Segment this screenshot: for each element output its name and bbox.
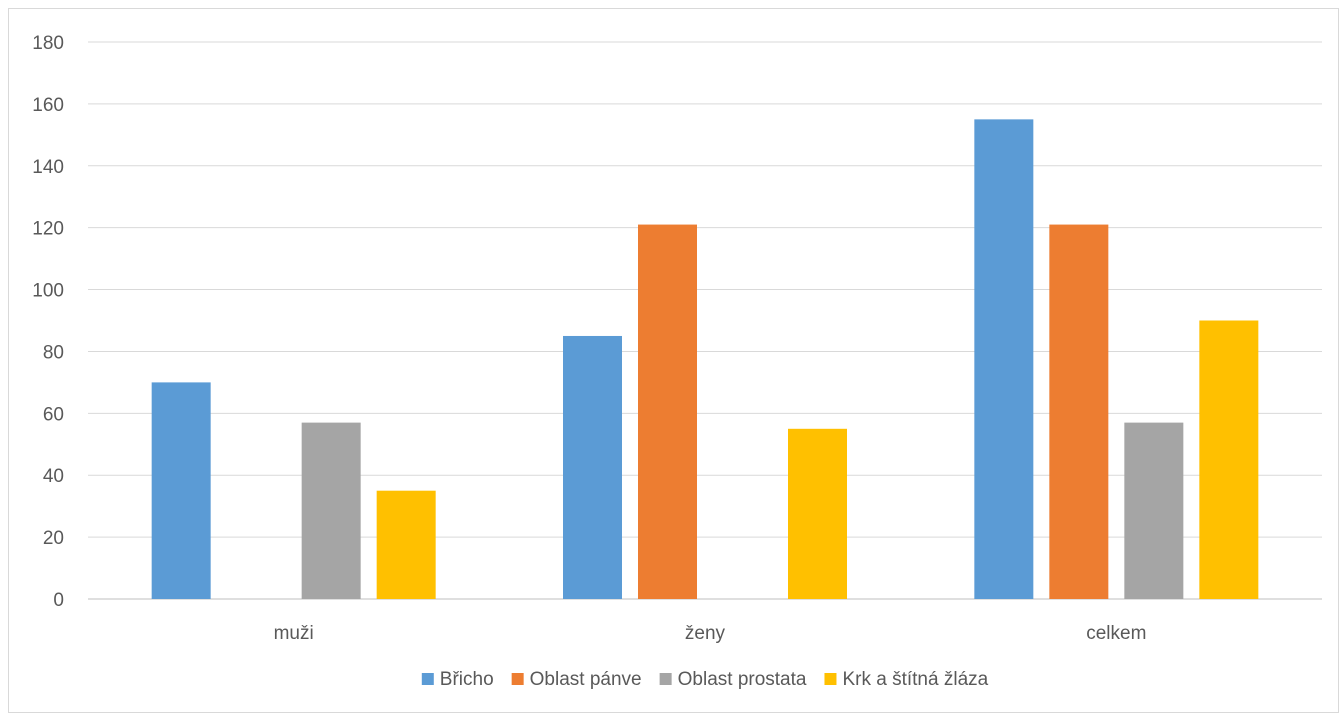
gridlines — [88, 41, 1322, 600]
x-tick-label: ženy — [685, 623, 726, 644]
y-tick-label: 140 — [32, 157, 64, 178]
legend-swatch — [659, 673, 672, 685]
y-tick-label: 40 — [43, 466, 64, 487]
y-tick-label: 20 — [43, 528, 64, 549]
y-tick-label: 180 — [32, 33, 64, 54]
y-tick-label: 100 — [32, 281, 64, 302]
bar-muži-Oblast prostata — [301, 422, 361, 599]
legend-label: Oblast prostata — [678, 669, 807, 690]
legend-swatch — [511, 673, 524, 685]
bar-ženy-Oblast pánve — [638, 224, 697, 600]
bar-muži-Břicho — [151, 382, 211, 599]
bar-celkem-Oblast pánve — [1049, 224, 1109, 600]
legend-swatch — [824, 673, 837, 685]
bar-celkem-Břicho — [974, 119, 1034, 599]
legend-swatch — [421, 673, 434, 685]
bar-celkem-Krk a štítná žláza — [1199, 320, 1259, 599]
bar-ženy-Břicho — [563, 335, 622, 599]
y-tick-label: 0 — [53, 590, 64, 611]
legend: Břicho Oblast pánve Oblast prostata Krk a š… — [421, 669, 989, 690]
x-tick-label: muži — [274, 623, 314, 644]
legend-label: Krk a štítná žláza — [842, 669, 988, 690]
y-axis-ticks: 0 20 40 60 80 100 120 140 160 180 — [32, 33, 64, 611]
y-tick-label: 160 — [32, 95, 64, 116]
y-tick-label: 120 — [32, 219, 64, 240]
bars — [151, 119, 1259, 600]
y-tick-label: 80 — [43, 342, 64, 363]
bar-muži-Krk a štítná žláza — [376, 490, 436, 599]
y-tick-label: 60 — [43, 404, 64, 425]
x-tick-label: celkem — [1086, 623, 1146, 644]
x-axis-ticks: muži ženy celkem — [274, 623, 1147, 644]
bar-ženy-Krk a štítná žláza — [788, 428, 847, 599]
bar-celkem-Oblast prostata — [1124, 422, 1184, 599]
legend-label: Břicho — [440, 669, 494, 690]
legend-label: Oblast pánve — [530, 669, 642, 690]
